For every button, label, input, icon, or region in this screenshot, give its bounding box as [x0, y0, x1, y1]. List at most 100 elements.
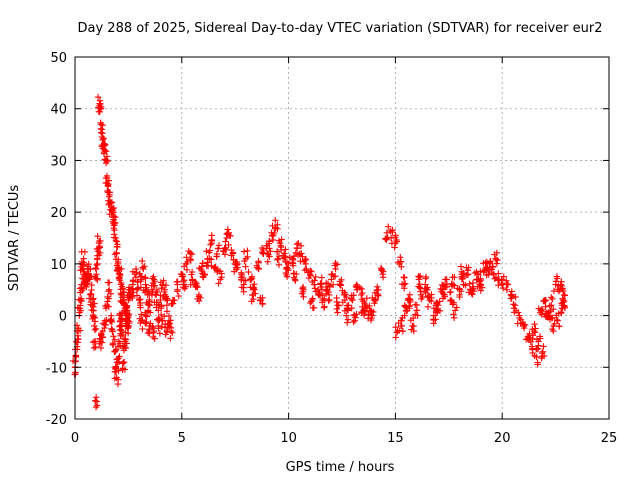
data-point [132, 274, 140, 281]
data-point [467, 286, 475, 293]
data-point [272, 217, 279, 224]
data-point [269, 236, 277, 244]
data-point [204, 255, 212, 263]
data-point [137, 304, 144, 311]
data-point [415, 273, 422, 280]
data-point [361, 299, 368, 307]
data-point [510, 305, 518, 312]
data-point [139, 264, 147, 271]
data-point [369, 294, 376, 302]
data-point [110, 216, 117, 223]
data-point [489, 263, 496, 270]
data-point [168, 300, 175, 308]
data-point [157, 304, 165, 312]
data-point [189, 277, 196, 284]
data-point [188, 271, 195, 278]
data-point [308, 268, 315, 275]
data-point [542, 303, 549, 310]
data-point [78, 297, 85, 305]
data-point [96, 104, 103, 112]
data-point [90, 344, 98, 352]
data-point [266, 253, 273, 260]
data-point [259, 300, 266, 307]
data-point [113, 243, 121, 250]
data-point [115, 367, 122, 374]
data-point [107, 317, 114, 324]
data-point [117, 290, 124, 297]
data-point [512, 293, 519, 301]
data-point [426, 292, 433, 300]
data-point [208, 236, 216, 244]
data-point [307, 299, 314, 307]
data-point [293, 244, 301, 252]
data-point [230, 268, 238, 275]
data-point [311, 285, 319, 292]
data-point [286, 254, 293, 261]
data-point [97, 344, 105, 352]
data-point [93, 261, 100, 269]
data-point [495, 282, 502, 289]
data-point [194, 284, 201, 291]
data-point [76, 327, 84, 334]
data-point [551, 320, 558, 328]
data-point [91, 300, 98, 307]
data-point [238, 269, 245, 276]
data-point [511, 302, 519, 309]
data-point [326, 296, 333, 304]
data-point [379, 274, 387, 281]
data-point [187, 281, 194, 288]
x-tick-label: 20 [494, 431, 511, 446]
data-point [422, 285, 430, 292]
data-point [308, 298, 315, 305]
data-point [398, 317, 405, 324]
data-point [407, 298, 414, 306]
data-point [410, 322, 417, 330]
data-point [141, 309, 149, 316]
data-point [282, 269, 290, 277]
points-layer [69, 93, 569, 411]
data-point [194, 295, 201, 303]
data-point [273, 248, 281, 255]
data-point [559, 296, 567, 304]
data-point [118, 265, 125, 273]
data-point [561, 292, 569, 299]
data-point [493, 260, 501, 267]
data-point [158, 323, 165, 331]
data-point [554, 275, 561, 282]
data-point [198, 263, 206, 270]
x-tick-label: 0 [71, 431, 79, 446]
x-tick-label: 10 [280, 431, 297, 446]
data-point [341, 307, 349, 315]
data-point [169, 296, 177, 304]
data-point [533, 336, 541, 343]
data-point [100, 150, 108, 157]
data-point [400, 285, 408, 292]
data-point [561, 303, 568, 310]
data-point [540, 343, 547, 350]
data-point [339, 287, 346, 294]
data-point [251, 280, 258, 288]
data-point [115, 264, 122, 272]
data-point [319, 299, 326, 306]
data-point [100, 135, 107, 142]
data-point [113, 359, 121, 366]
data-point [510, 301, 517, 308]
data-point [343, 293, 350, 301]
data-point [109, 341, 117, 349]
data-point [122, 305, 130, 312]
data-point [151, 277, 158, 285]
data-point [469, 279, 477, 287]
data-point [546, 302, 553, 310]
data-point [342, 291, 349, 298]
data-point [529, 325, 536, 333]
data-point [450, 299, 457, 306]
data-point [363, 295, 370, 302]
data-point [450, 311, 457, 318]
data-point [561, 304, 569, 312]
data-point [526, 330, 533, 337]
data-point [157, 311, 165, 319]
data-point [275, 261, 283, 269]
data-point [469, 291, 476, 298]
data-point [119, 366, 126, 373]
data-point [250, 285, 257, 293]
